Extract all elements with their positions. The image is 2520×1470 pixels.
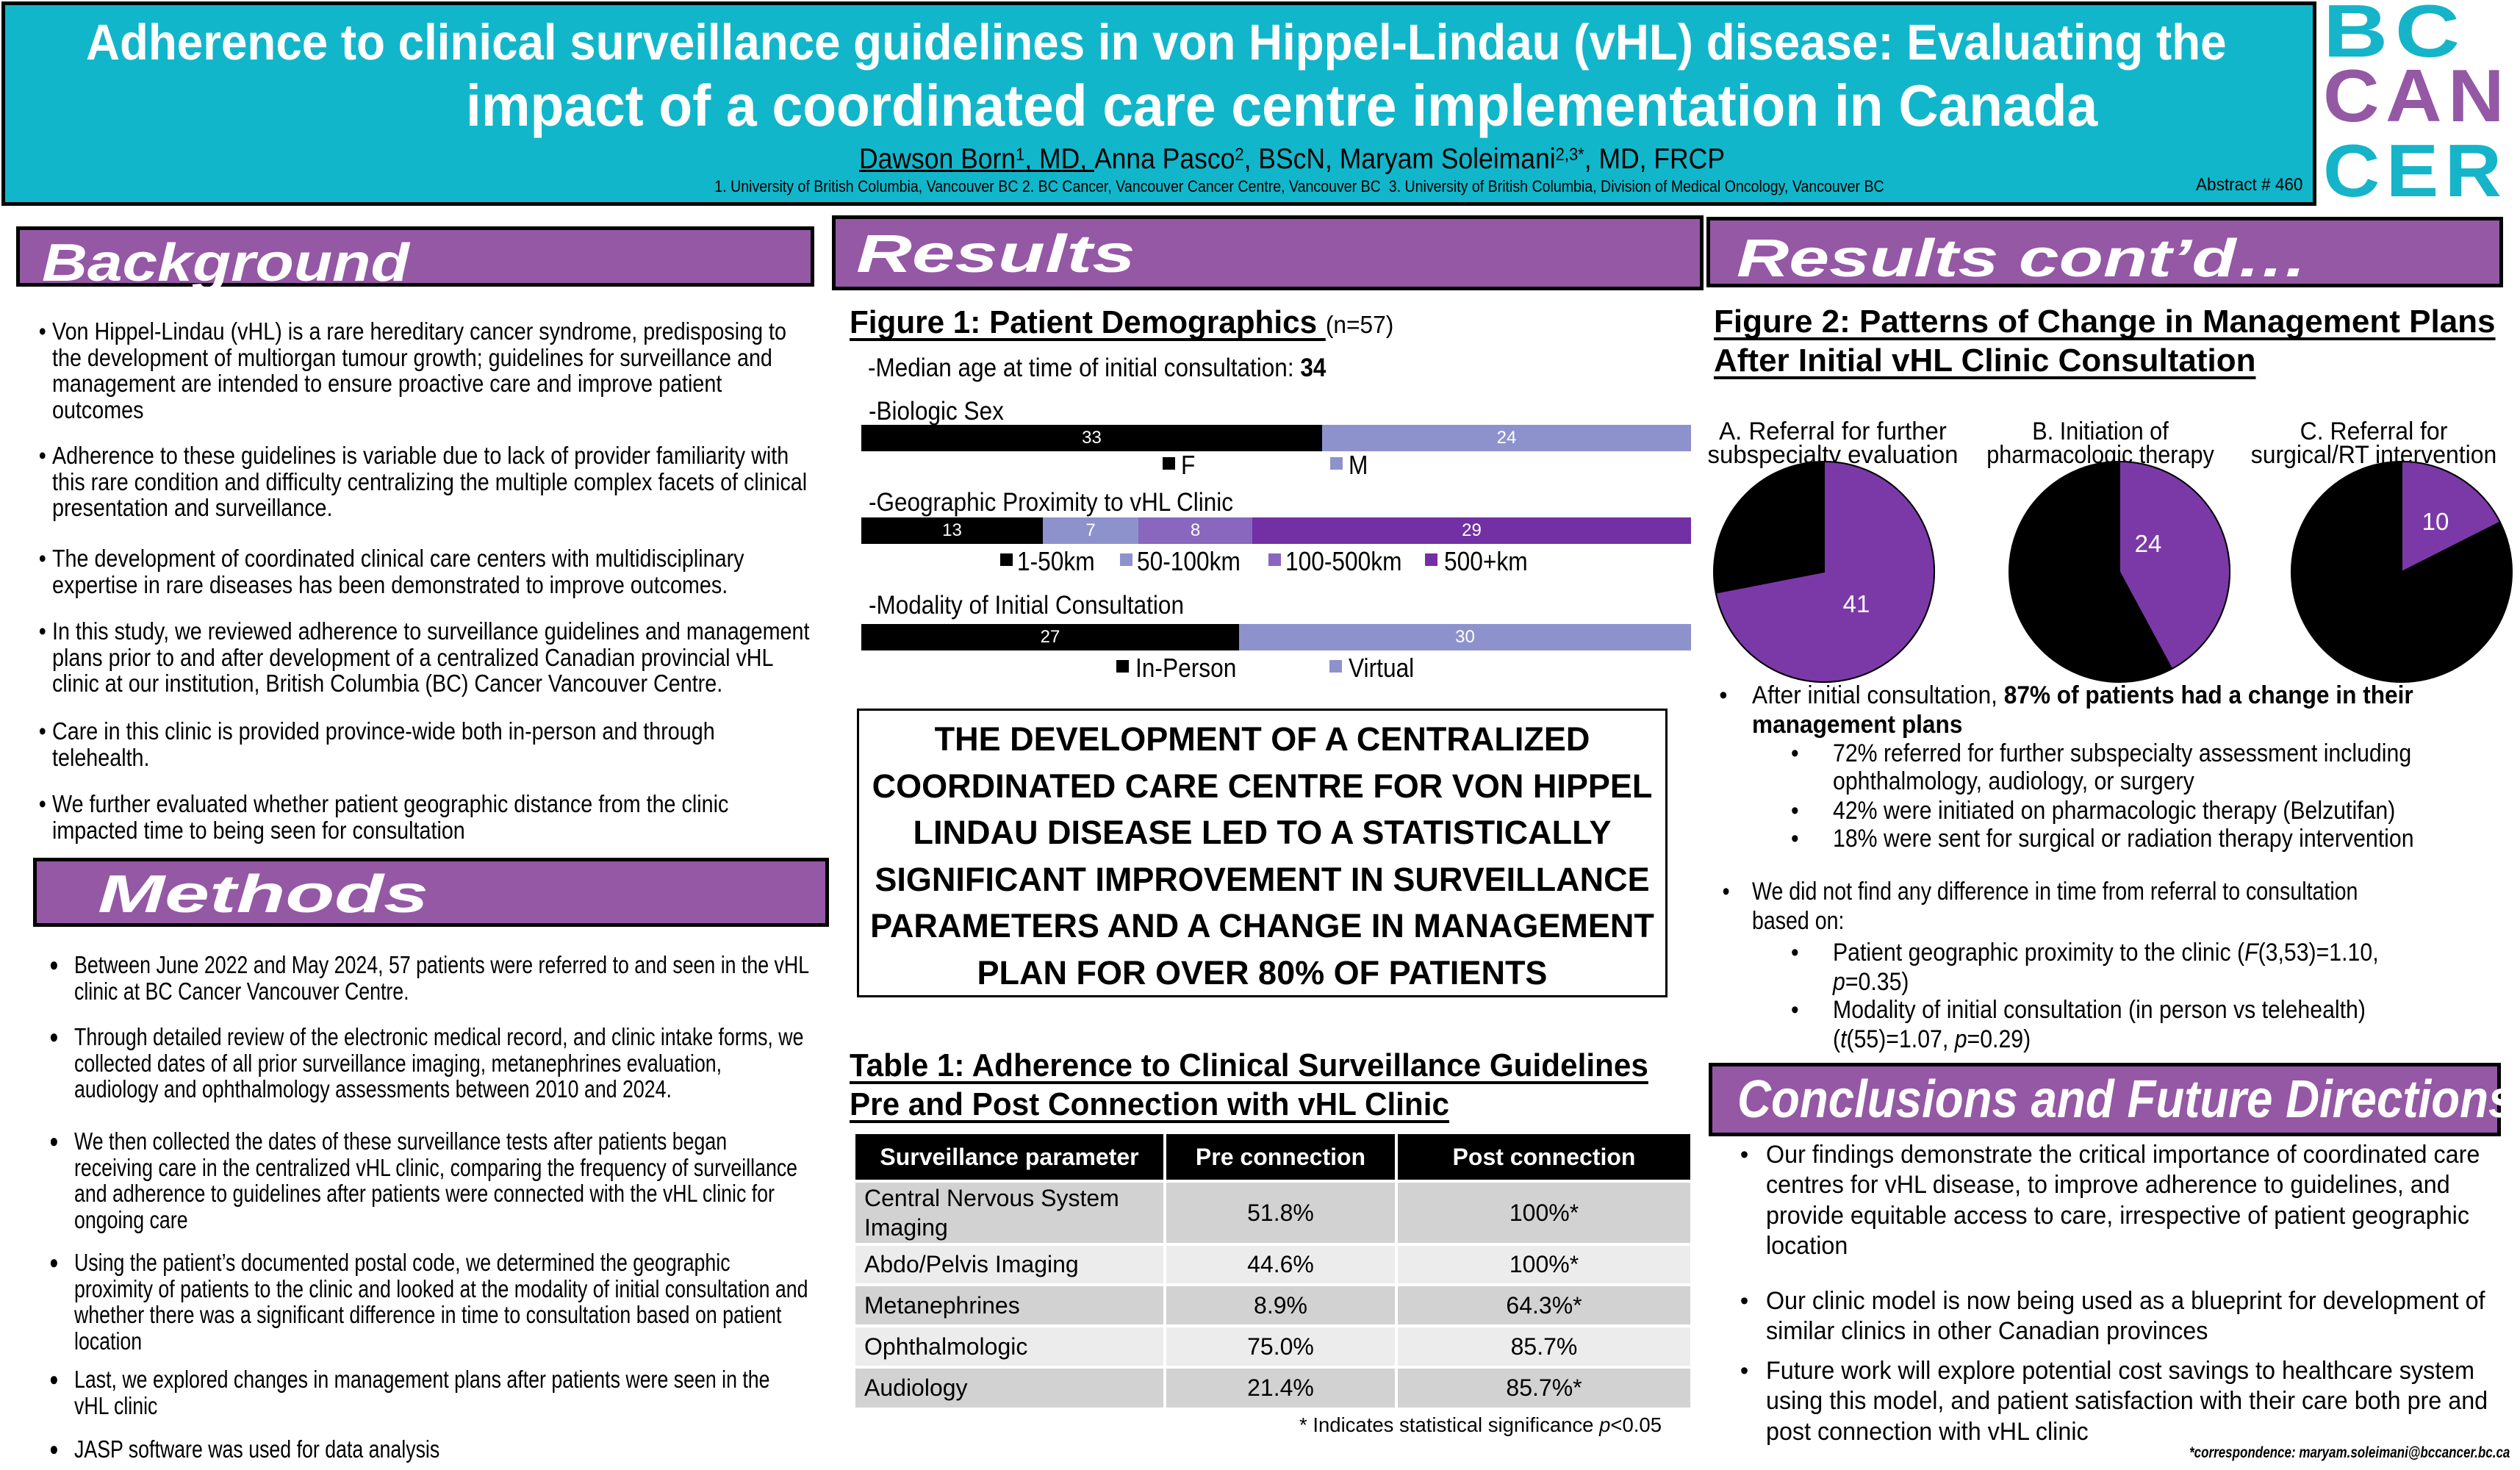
- svg-text:10: 10: [2422, 508, 2449, 535]
- svg-text:41: 41: [1843, 590, 1870, 617]
- svg-text:24: 24: [2135, 530, 2162, 557]
